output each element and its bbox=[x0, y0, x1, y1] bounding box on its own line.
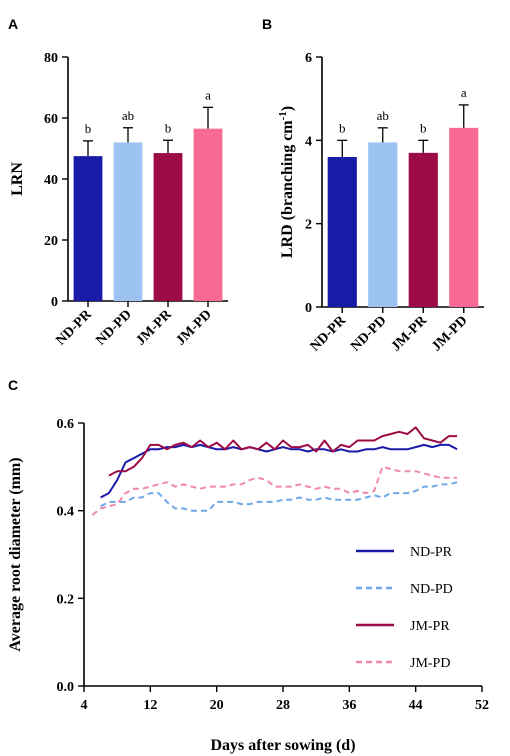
y-axis-title-text: LRN bbox=[9, 162, 26, 196]
y-tick-label: 0.2 bbox=[57, 592, 75, 607]
panel-letter-c: C bbox=[8, 377, 18, 393]
y-tick-label: 4 bbox=[305, 134, 312, 149]
x-tick-label-jm-pr: JM-PR bbox=[389, 313, 431, 355]
y-tick-label: 0.0 bbox=[57, 680, 75, 695]
significance-label: ab bbox=[122, 108, 134, 123]
bar-nd-pd bbox=[113, 142, 143, 301]
significance-label: ab bbox=[377, 108, 389, 123]
x-tick-label: 28 bbox=[276, 698, 290, 713]
x-tick-label: 52 bbox=[475, 698, 489, 713]
legend-label-nd-pd: ND-PD bbox=[410, 582, 453, 597]
y-tick-label: 0 bbox=[51, 295, 58, 310]
bar-nd-pd bbox=[368, 142, 398, 307]
series-line-nd-pr bbox=[100, 443, 458, 499]
significance-label: b bbox=[85, 121, 92, 136]
bar-jm-pr bbox=[153, 153, 183, 301]
bar-nd-pr bbox=[73, 156, 103, 301]
legend-label-jm-pr: JM-PR bbox=[410, 619, 450, 634]
y-axis-title: Average root diameter (mm) bbox=[7, 457, 24, 651]
bar-jm-pd bbox=[193, 128, 223, 301]
x-tick-label-nd-pr: ND-PR bbox=[53, 307, 95, 349]
y-tick-label: 0.6 bbox=[57, 417, 75, 432]
x-tick-label: 36 bbox=[342, 698, 356, 713]
panel-letter-a: A bbox=[8, 16, 18, 32]
significance-label: b bbox=[165, 120, 172, 135]
legend-label-nd-pr: ND-PR bbox=[410, 545, 453, 560]
x-tick-label: 44 bbox=[409, 698, 423, 713]
y-tick-label: 40 bbox=[44, 173, 58, 188]
series-line-jm-pr bbox=[108, 426, 458, 477]
x-tick-label: 20 bbox=[210, 698, 224, 713]
y-axis-title: LRN bbox=[9, 162, 26, 196]
significance-label: b bbox=[420, 120, 427, 135]
y-tick-label: 0 bbox=[305, 301, 312, 316]
significance-label: a bbox=[205, 87, 211, 102]
y-tick-label: 6 bbox=[305, 51, 312, 66]
panel-b-bar-chart: 0 2 4 6 b ND-PR ab ND-PD b JM-PR a JM-PD LRD (branch… bbox=[277, 51, 484, 355]
y-axis-title-text: LRD (branching cm bbox=[279, 120, 296, 258]
x-tick-label-nd-pr: ND-PR bbox=[308, 313, 350, 355]
x-tick-label: 12 bbox=[143, 698, 157, 713]
series-line-nd-pd bbox=[100, 481, 458, 512]
panel-letter-b: B bbox=[262, 16, 272, 32]
y-axis-title: LRD (branching cm-1) bbox=[277, 106, 296, 258]
y-tick-label: 60 bbox=[44, 112, 58, 127]
bar-jm-pd bbox=[449, 127, 479, 307]
y-tick-label: 0.4 bbox=[57, 505, 75, 520]
significance-label: b bbox=[339, 120, 346, 135]
x-tick-label-jm-pd: JM-PD bbox=[429, 313, 470, 354]
x-tick-label-nd-pd: ND-PD bbox=[348, 313, 389, 354]
x-tick-label-nd-pd: ND-PD bbox=[93, 307, 134, 348]
significance-label: a bbox=[461, 85, 467, 100]
y-tick-label: 2 bbox=[305, 218, 312, 233]
series-line-jm-pd bbox=[91, 465, 458, 516]
x-axis-title: Days after sowing (d) bbox=[210, 737, 355, 754]
y-axis-title-superscript: -1 bbox=[277, 111, 289, 120]
y-tick-label: 20 bbox=[44, 234, 58, 249]
panel-c-line-chart: 0.0 0.2 0.4 0.6 4 12 20 28 36 44 52 ND-PR ND-PD JM-PR… bbox=[7, 417, 489, 754]
bar-nd-pr bbox=[327, 157, 357, 307]
x-tick-label-jm-pr: JM-PR bbox=[133, 307, 175, 349]
legend-label-jm-pd: JM-PD bbox=[410, 656, 450, 671]
bar-jm-pr bbox=[408, 152, 438, 307]
y-tick-label: 80 bbox=[44, 51, 58, 66]
x-tick-label: 4 bbox=[81, 698, 88, 713]
panel-a-bar-chart: 0 20 40 60 80 b ND-PR ab ND-PD b JM-PR a JM-PD LRN bbox=[9, 51, 228, 349]
x-tick-label-jm-pd: JM-PD bbox=[173, 307, 214, 348]
y-axis-title-end: ) bbox=[279, 106, 296, 111]
